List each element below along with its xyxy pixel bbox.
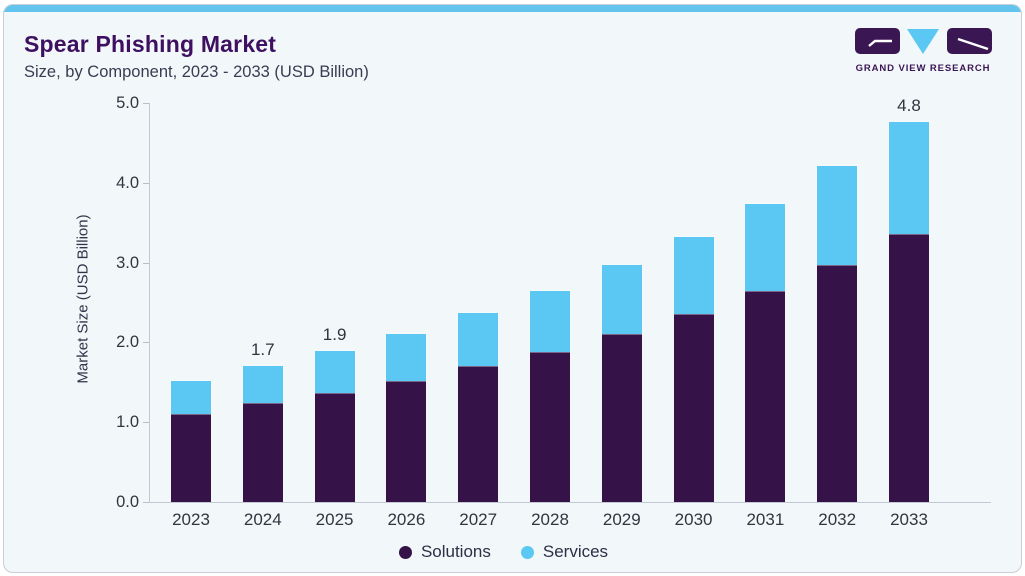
chart-header: Spear Phishing Market Size, by Component… — [24, 31, 369, 82]
x-tick-label-2028: 2028 — [531, 510, 569, 529]
bar-services-2031 — [745, 204, 786, 292]
gvr-logo-mark — [854, 28, 992, 54]
bar-total-label-2025: 1.9 — [322, 325, 347, 345]
bar-solutions-2029 — [601, 334, 642, 502]
bar-total-label-2033: 4.8 — [897, 96, 921, 116]
legend-item-services: Services — [520, 542, 609, 562]
x-tick-label-2029: 2029 — [602, 510, 641, 529]
bar-services-2025 — [314, 351, 355, 393]
bar-solutions-2030 — [673, 313, 714, 502]
bar-solutions-2024 — [242, 403, 283, 502]
y-tick — [143, 422, 149, 424]
gvr-logo-wordmark: GRAND VIEW RESEARCH — [855, 63, 991, 74]
bar-total-label-2024: 1.7 — [250, 340, 275, 360]
bar-services-2024 — [242, 366, 283, 404]
bar-solutions-2025 — [314, 392, 355, 502]
y-tick-label: 2.0 — [116, 333, 139, 352]
x-tick-label-2023: 2023 — [172, 510, 210, 529]
bar-solutions-2031 — [745, 291, 786, 502]
top-accent-bar — [4, 5, 1021, 12]
x-tick-label-2025: 2025 — [315, 510, 354, 529]
logo-v-triangle — [906, 29, 939, 54]
x-tick-label-2024: 2024 — [243, 510, 282, 529]
x-tick-label-2032: 2032 — [818, 510, 857, 529]
bar-solutions-2026 — [386, 380, 427, 502]
services-dot-icon — [520, 545, 534, 559]
y-tick — [143, 103, 149, 104]
bar-services-2029 — [601, 264, 642, 335]
x-tick-label-2030: 2030 — [674, 510, 713, 529]
y-tick-label: 1.0 — [116, 413, 139, 432]
bar-services-2027 — [458, 312, 499, 367]
bar-solutions-2023 — [171, 414, 211, 502]
legend-label: Solutions — [420, 542, 491, 561]
bar-services-2028 — [530, 291, 570, 352]
x-axis-line — [149, 502, 991, 503]
bar-services-2026 — [386, 334, 427, 381]
x-tick-label-2026: 2026 — [387, 510, 426, 529]
legend-label: Services — [542, 542, 609, 561]
bar-solutions-2027 — [458, 366, 499, 502]
legend-item-solutions: Solutions — [398, 542, 491, 562]
x-tick-label-2033: 2033 — [890, 510, 928, 529]
y-tick — [143, 262, 149, 264]
bar-services-2023 — [171, 380, 211, 415]
chart-card: Spear Phishing Market Size, by Component… — [3, 4, 1022, 573]
bar-services-2033 — [889, 122, 929, 234]
y-tick-label: 0.0 — [116, 493, 139, 511]
y-axis-title: Market Size (USD Billion) — [74, 214, 92, 384]
y-tick-label: 5.0 — [116, 94, 139, 112]
chart-legend: Solutions Services — [4, 542, 1012, 562]
chart-area: Market Size (USD Billion) 0.0 1.0 2.0 3.0 4.… — [4, 5, 1021, 572]
bar-solutions-2032 — [817, 264, 858, 502]
y-tick-label: 4.0 — [116, 173, 139, 192]
logo-g-glyph — [867, 39, 892, 47]
logo-r-glyph — [957, 37, 988, 51]
y-axis-line — [149, 103, 150, 503]
gvr-logo: GRAND VIEW RESEARCH — [853, 27, 993, 74]
bar-solutions-2033 — [889, 233, 929, 502]
bar-services-2030 — [673, 237, 714, 314]
y-tick — [143, 342, 149, 344]
y-tick — [143, 182, 149, 184]
x-tick-label-2027: 2027 — [459, 510, 498, 529]
x-tick-label-2031: 2031 — [746, 510, 785, 529]
solutions-dot-icon — [398, 545, 412, 559]
bar-solutions-2028 — [530, 351, 570, 502]
bar-services-2032 — [817, 166, 858, 265]
chart-title: Spear Phishing Market — [24, 31, 277, 57]
y-tick — [143, 502, 149, 503]
y-tick-label: 3.0 — [116, 253, 139, 272]
chart-subtitle: Size, by Component, 2023 - 2033 (USD Bil… — [24, 63, 369, 81]
